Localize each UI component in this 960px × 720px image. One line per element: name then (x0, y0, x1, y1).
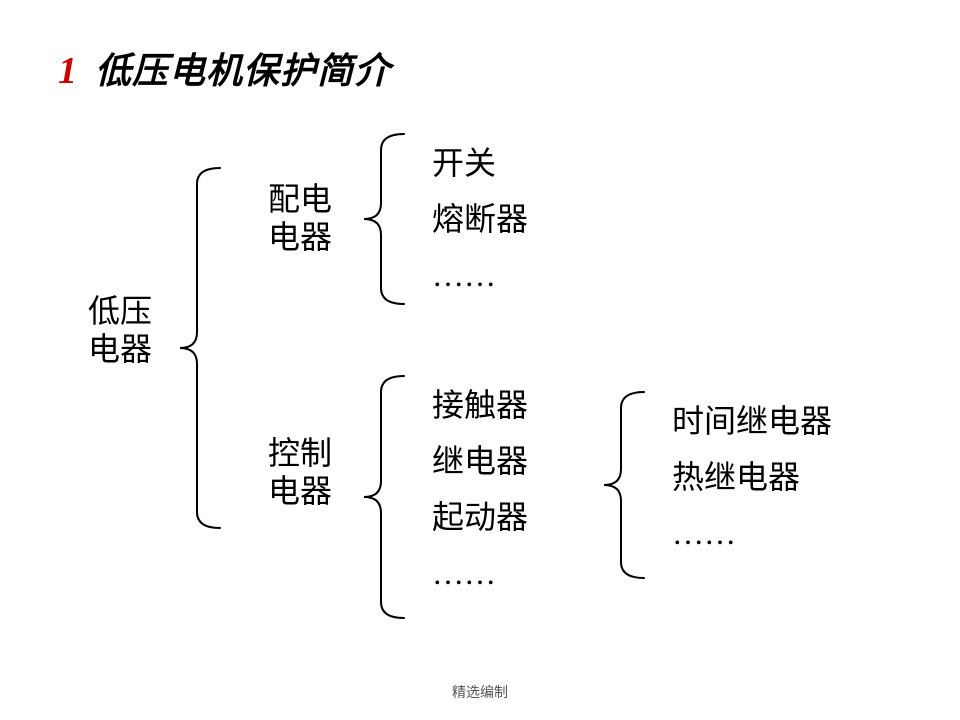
node-branch-control: 控制 电器 (268, 434, 332, 511)
brace-distribution (360, 134, 410, 304)
branch1-line2: 电器 (268, 218, 332, 256)
node-root-line1: 低压 (88, 292, 152, 330)
title-number: 1 (58, 49, 77, 93)
branch1-line1: 配电 (268, 180, 332, 218)
node-branch-distribution: 配电 电器 (268, 180, 332, 257)
leaf-time-relay: 时间继电器 (672, 402, 832, 440)
footer-credit: 精选编制 (0, 682, 960, 702)
leaf-contactor: 接触器 (432, 386, 528, 424)
title-text: 低压电机保护简介 (95, 42, 391, 94)
leaf-fuse: 熔断器 (432, 200, 528, 238)
leaf-starter: 起动器 (432, 498, 528, 536)
leaf-switch: 开关 (432, 144, 496, 182)
node-root-line2: 电器 (88, 330, 152, 368)
branch2-line1: 控制 (268, 434, 332, 472)
leaf-relay: 继电器 (432, 442, 528, 480)
branch2-line2: 电器 (268, 472, 332, 510)
page-title: 1 低压电机保护简介 (58, 42, 391, 94)
leaf-b1-more: …… (432, 256, 496, 294)
brace-relay (600, 392, 650, 578)
leaf-b2-more: …… (432, 554, 496, 592)
brace-control (360, 376, 410, 618)
node-root: 低压 电器 (88, 292, 152, 369)
leaf-b3-more: …… (672, 514, 736, 552)
leaf-thermal-relay: 热继电器 (672, 458, 800, 496)
brace-root (176, 168, 226, 528)
